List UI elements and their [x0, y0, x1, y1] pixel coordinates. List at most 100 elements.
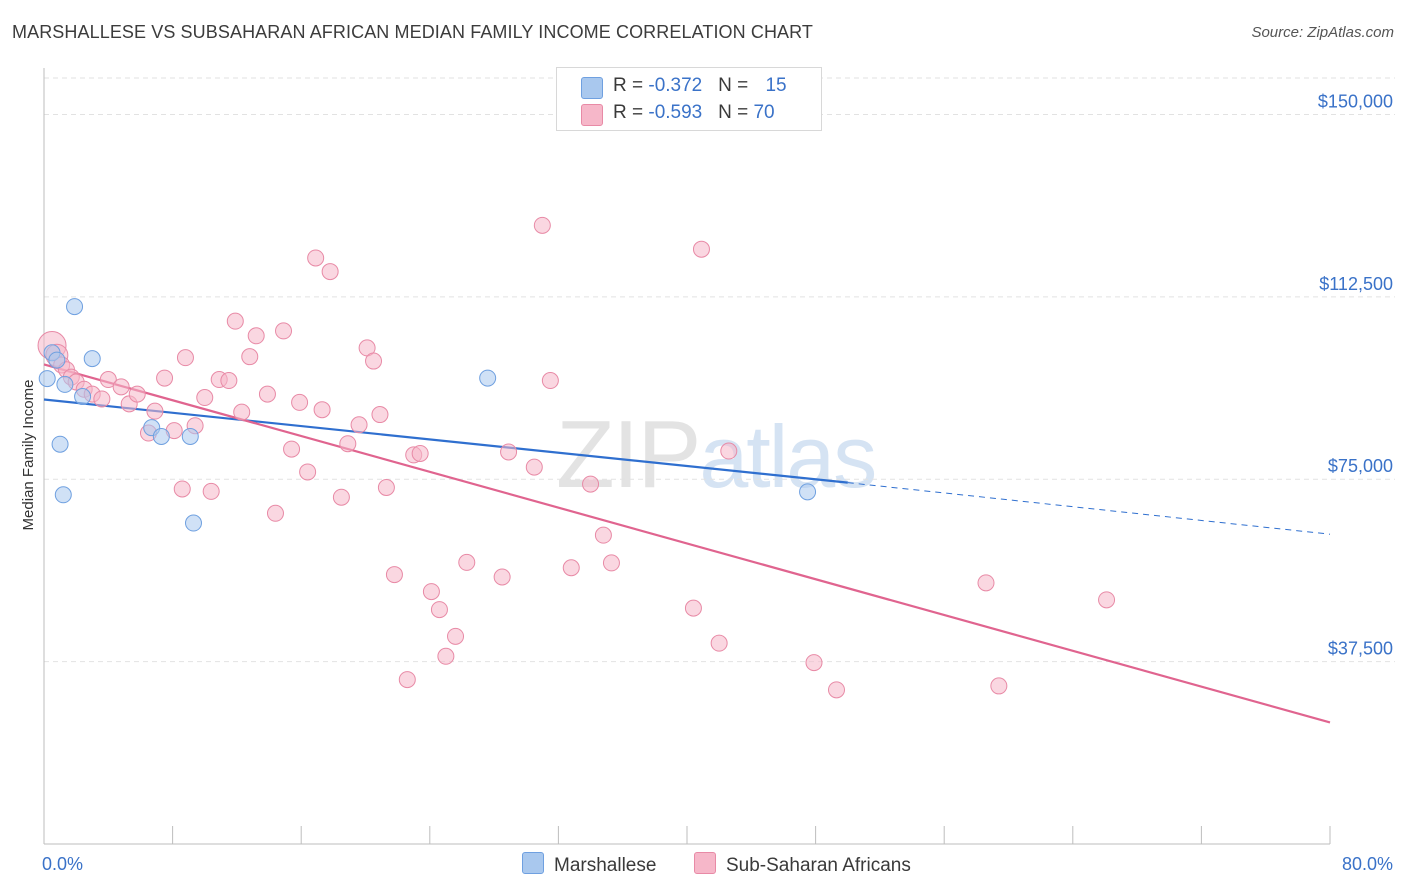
point-subsaharan — [313, 401, 331, 419]
point-marshallese — [51, 435, 69, 453]
trend-line-marshallese-extrapolated — [847, 482, 1331, 535]
x-tick-label: 0.0% — [42, 854, 83, 874]
point-subsaharan — [562, 559, 580, 577]
point-subsaharan — [350, 416, 368, 434]
point-marshallese — [181, 427, 199, 445]
point-subsaharan — [594, 526, 612, 544]
legend-n-label: N = — [718, 102, 754, 123]
point-subsaharan — [447, 627, 465, 645]
point-subsaharan — [500, 443, 518, 461]
point-subsaharan — [93, 390, 111, 408]
point-marshallese — [48, 351, 66, 369]
point-subsaharan — [156, 369, 174, 387]
point-marshallese — [74, 388, 92, 406]
point-subsaharan — [805, 654, 823, 672]
point-marshallese — [54, 486, 72, 504]
point-subsaharan — [307, 249, 325, 267]
point-marshallese — [38, 370, 56, 388]
point-subsaharan — [321, 263, 339, 281]
point-subsaharan — [458, 553, 476, 571]
legend-r-label: R = — [613, 75, 649, 96]
point-subsaharan — [112, 378, 130, 396]
y-tick-label: $37,500 — [1328, 639, 1393, 659]
legend: R = -0.372 N = 15 R = -0.593 N = 70 — [556, 67, 822, 131]
point-subsaharan — [377, 479, 395, 497]
point-subsaharan — [990, 677, 1008, 695]
tick-labels: $37,500 $75,000 $112,500 $150,000 0.0% 80.0% — [42, 91, 1393, 874]
legend-swatch-subsaharan — [581, 104, 603, 126]
trend-line-subsaharan — [43, 363, 1331, 724]
bottom-legend-swatch-subsaharan — [694, 852, 716, 874]
point-subsaharan — [173, 480, 191, 498]
point-subsaharan — [493, 568, 511, 586]
point-subsaharan — [422, 583, 440, 601]
point-marshallese — [479, 369, 497, 387]
point-subsaharan — [684, 599, 702, 617]
point-subsaharan — [258, 385, 276, 403]
point-subsaharan — [582, 475, 600, 493]
legend-r-label: R = — [613, 102, 649, 123]
point-subsaharan — [275, 322, 293, 340]
point-subsaharan — [602, 554, 620, 572]
legend-r-value: -0.372 — [648, 75, 703, 96]
point-subsaharan — [720, 442, 738, 460]
y-tick-label: $150,000 — [1318, 91, 1393, 111]
point-subsaharan — [827, 681, 845, 699]
y-tick-label: $112,500 — [1319, 274, 1393, 294]
point-subsaharan — [266, 504, 284, 522]
chart-title: MARSHALLESE VS SUBSAHARAN AFRICAN MEDIAN… — [12, 22, 814, 42]
bottom-legend-subsaharan: Sub-Saharan Africans — [694, 852, 911, 877]
legend-n-label: N = — [718, 75, 754, 96]
point-subsaharan — [128, 385, 146, 403]
axes — [43, 68, 1331, 845]
point-marshallese — [56, 375, 74, 393]
legend-swatch-marshallese — [581, 77, 603, 99]
point-subsaharan — [332, 488, 350, 506]
legend-n-value: 70 — [753, 102, 775, 123]
source-label: Source: ZipAtlas.com — [1251, 24, 1394, 41]
point-subsaharan — [411, 444, 429, 462]
point-subsaharan — [977, 574, 995, 592]
legend-n-value: 15 — [765, 75, 787, 96]
grid-lines — [44, 77, 1395, 663]
point-subsaharan — [146, 402, 164, 420]
x-tick-label: 80.0% — [1342, 854, 1393, 874]
point-marshallese — [799, 483, 817, 501]
y-axis-label: Median Family Income — [20, 380, 37, 531]
point-subsaharan — [525, 458, 543, 476]
point-subsaharan — [241, 348, 259, 366]
point-subsaharan — [1098, 591, 1116, 609]
point-marshallese — [66, 298, 84, 316]
point-subsaharan — [99, 371, 117, 389]
point-subsaharan — [247, 327, 265, 345]
bottom-legend-swatch-marshallese — [522, 852, 544, 874]
point-subsaharan — [710, 634, 728, 652]
point-subsaharan — [533, 216, 551, 234]
point-subsaharan — [385, 566, 403, 584]
watermark: ZIPatlas — [556, 400, 877, 510]
point-subsaharan — [220, 372, 238, 390]
trend-lines — [43, 363, 1331, 724]
legend-r-value: -0.593 — [648, 102, 703, 123]
point-subsaharan — [233, 403, 251, 421]
point-marshallese — [83, 350, 101, 368]
point-subsaharan — [398, 671, 416, 689]
point-subsaharan — [430, 601, 448, 619]
point-marshallese — [152, 427, 170, 445]
point-subsaharan — [692, 240, 710, 258]
point-subsaharan — [339, 435, 357, 453]
point-marshallese — [184, 514, 202, 532]
point-subsaharan — [437, 647, 455, 665]
bottom-legend-label-marshallese: Marshallese — [554, 855, 657, 876]
point-subsaharan — [202, 482, 220, 500]
point-subsaharan — [291, 393, 309, 411]
point-subsaharan — [541, 372, 559, 390]
bottom-legend-label-subsaharan: Sub-Saharan Africans — [726, 855, 911, 876]
point-subsaharan — [176, 349, 194, 367]
point-subsaharan — [196, 389, 214, 407]
point-subsaharan — [283, 440, 301, 458]
y-tick-label: $75,000 — [1328, 456, 1393, 476]
point-subsaharan — [226, 312, 244, 330]
point-subsaharan — [299, 463, 317, 481]
